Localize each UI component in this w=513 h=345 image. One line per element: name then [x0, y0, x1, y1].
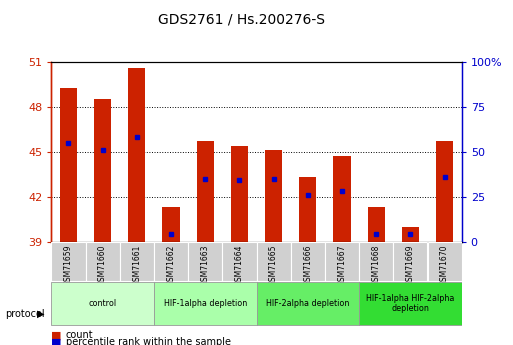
Text: GSM71661: GSM71661 [132, 245, 141, 286]
Text: ■: ■ [51, 331, 62, 340]
Bar [402, 227, 419, 242]
Text: GSM71662: GSM71662 [167, 245, 175, 286]
Text: ■: ■ [51, 337, 62, 345]
Text: GSM71669: GSM71669 [406, 245, 415, 286]
Text: HIF-1alpha HIF-2alpha
depletion: HIF-1alpha HIF-2alpha depletion [366, 294, 455, 313]
Bar [256, 241, 291, 281]
Text: control: control [89, 299, 116, 308]
Bar [231, 146, 248, 242]
Text: GSM71668: GSM71668 [372, 245, 381, 286]
Bar [265, 150, 282, 241]
Bar [188, 241, 222, 281]
Bar [359, 282, 462, 325]
Bar [120, 241, 154, 281]
Text: protocol: protocol [5, 309, 45, 319]
Text: GSM71666: GSM71666 [303, 245, 312, 286]
Text: GSM71667: GSM71667 [338, 245, 346, 286]
Bar [427, 241, 462, 281]
Bar [368, 207, 385, 242]
Bar [333, 156, 350, 241]
Text: count: count [66, 331, 93, 340]
Text: ▶: ▶ [37, 309, 45, 319]
Bar [299, 177, 317, 242]
Text: HIF-2alpha depletion: HIF-2alpha depletion [266, 299, 349, 308]
Bar [154, 282, 256, 325]
Bar [393, 241, 427, 281]
Text: HIF-1alpha depletion: HIF-1alpha depletion [164, 299, 247, 308]
Bar [436, 141, 453, 242]
Bar [163, 207, 180, 242]
Bar [128, 68, 145, 241]
Text: percentile rank within the sample: percentile rank within the sample [66, 337, 231, 345]
Bar [86, 241, 120, 281]
Bar [51, 282, 154, 325]
Bar [222, 241, 256, 281]
Text: GSM71663: GSM71663 [201, 245, 210, 286]
Bar [291, 241, 325, 281]
Bar [359, 241, 393, 281]
Bar [196, 141, 214, 242]
Text: GSM71660: GSM71660 [98, 245, 107, 286]
Bar [256, 282, 359, 325]
Text: GDS2761 / Hs.200276-S: GDS2761 / Hs.200276-S [157, 12, 325, 26]
Bar [51, 241, 86, 281]
Bar [94, 99, 111, 242]
Bar [154, 241, 188, 281]
Bar [325, 241, 359, 281]
Text: GSM71665: GSM71665 [269, 245, 278, 286]
Text: GSM71659: GSM71659 [64, 245, 73, 286]
Text: GSM71670: GSM71670 [440, 245, 449, 286]
Bar [60, 88, 77, 241]
Text: GSM71664: GSM71664 [235, 245, 244, 286]
